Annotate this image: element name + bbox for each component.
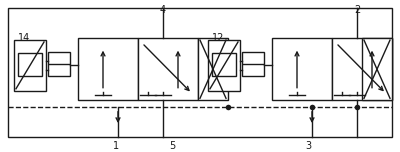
Bar — [138, 38, 198, 100]
Bar — [208, 40, 240, 91]
Bar — [362, 38, 392, 100]
Bar — [332, 38, 392, 100]
Text: 3: 3 — [305, 141, 311, 151]
Text: 12: 12 — [212, 33, 224, 43]
Bar — [14, 40, 46, 91]
Bar — [198, 38, 228, 100]
Bar — [212, 54, 236, 76]
Bar — [272, 38, 332, 100]
Text: 2: 2 — [354, 5, 360, 15]
Text: 1: 1 — [113, 141, 119, 151]
Bar — [8, 8, 392, 137]
Text: 4: 4 — [160, 5, 166, 15]
Bar — [18, 54, 42, 76]
Text: 14: 14 — [18, 33, 30, 43]
Text: 5: 5 — [169, 141, 175, 151]
Bar — [48, 52, 70, 76]
Bar — [78, 38, 138, 100]
Bar — [242, 52, 264, 76]
